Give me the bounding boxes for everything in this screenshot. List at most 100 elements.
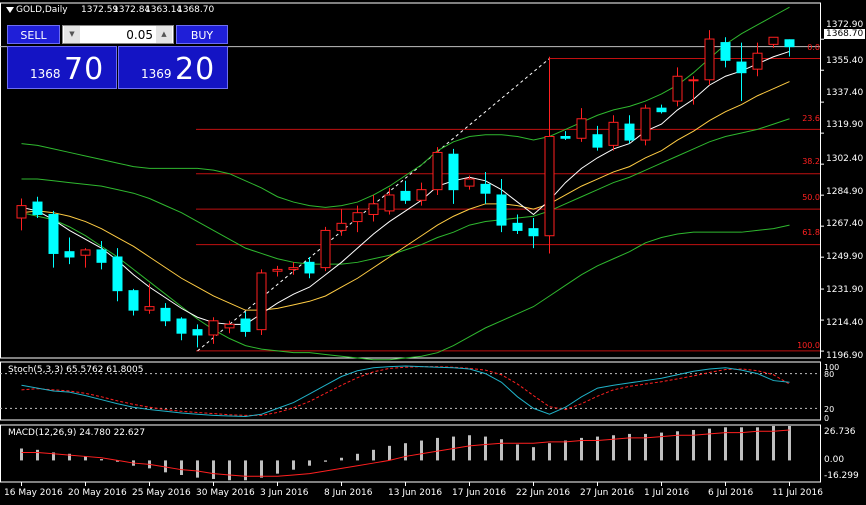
candle-body <box>432 151 443 191</box>
candle-body <box>176 318 187 334</box>
candle-body <box>448 153 459 191</box>
candle-body <box>32 201 43 215</box>
sell-price-suffix: 70 <box>64 52 105 87</box>
macd-histogram-bar <box>340 457 343 461</box>
macd-axis-label: 0.00 <box>824 455 845 465</box>
price-axis-label: 1267.40 <box>826 219 864 229</box>
candle-body <box>624 123 635 141</box>
bollinger-middle-line <box>21 118 790 265</box>
fib-level-label: 50.0 <box>802 193 820 202</box>
candle-body <box>560 135 571 139</box>
buy-price-prefix: 1369 <box>141 67 172 81</box>
price-axis-label: 1372.90 <box>826 20 864 30</box>
date-axis-label: 1 Jul 2016 <box>644 488 690 498</box>
candle-body <box>256 272 267 331</box>
sell-price-box[interactable]: 1368 70 <box>7 46 117 89</box>
macd-indicator-label: MACD(12,26,9) 24.780 22.627 <box>8 428 146 438</box>
macd-histogram-bar <box>244 460 247 481</box>
fib-level-label: 100.0 <box>797 341 820 350</box>
ohlc-close: 1368.70 <box>177 5 215 15</box>
macd-histogram-bar <box>596 436 599 461</box>
candle-body <box>272 268 283 272</box>
macd-histogram-bar <box>68 453 71 461</box>
stoch-axis-label: 20 <box>824 405 835 414</box>
candle-body <box>384 194 395 212</box>
sell-label: SELL <box>20 29 47 42</box>
macd-histogram-bar <box>420 440 423 461</box>
date-axis-label: 16 May 2016 <box>4 488 63 498</box>
macd-histogram-bar <box>724 427 727 461</box>
macd-histogram-bar <box>372 449 375 461</box>
date-axis-label: 13 Jun 2016 <box>388 488 443 498</box>
candle-body <box>320 229 331 269</box>
date-axis-label: 3 Jun 2016 <box>260 488 309 498</box>
price-axis-label: 1302.40 <box>826 154 864 164</box>
macd-histogram-bar <box>676 431 679 461</box>
stoch-signal-line <box>21 366 790 416</box>
date-axis-label: 27 Jun 2016 <box>580 488 635 498</box>
candle-body <box>240 318 251 332</box>
candle-body <box>688 79 699 82</box>
candle-body <box>656 107 667 113</box>
date-axis-label: 11 Jul 2016 <box>772 488 823 498</box>
stoch-panel-frame <box>0 361 821 421</box>
candle-body <box>416 189 427 201</box>
fib-level-label: 23.6 <box>802 114 820 123</box>
candle-body <box>112 256 123 292</box>
candle-body <box>544 135 555 237</box>
macd-axis-label: 26.736 <box>824 427 856 437</box>
buy-price-box[interactable]: 1369 20 <box>118 46 228 89</box>
candle-body <box>640 107 651 141</box>
macd-histogram-bar <box>292 460 295 470</box>
candle-body <box>752 52 763 70</box>
candle-body <box>368 203 379 215</box>
bollinger-upper-line <box>21 6 790 208</box>
macd-histogram-bar <box>196 460 199 478</box>
macd-histogram-bar <box>612 435 615 461</box>
price-axis-label: 1319.90 <box>826 120 864 130</box>
macd-panel-frame <box>0 424 821 483</box>
candle-body <box>48 213 59 254</box>
macd-histogram-bar <box>276 460 279 474</box>
candle-body <box>592 134 603 148</box>
macd-histogram-bar <box>388 445 391 461</box>
stoch-axis-label: 80 <box>824 370 835 379</box>
candle-body <box>128 290 139 311</box>
date-axis-label: 17 Jun 2016 <box>452 488 507 498</box>
macd-histogram-bar <box>100 459 103 461</box>
fib-level-label: 0.0 <box>807 43 820 52</box>
macd-signal-line <box>21 429 790 477</box>
date-axis-label: 6 Jul 2016 <box>708 488 754 498</box>
date-axis-label: 20 May 2016 <box>68 488 127 498</box>
macd-histogram-bar <box>548 443 551 461</box>
macd-histogram-bar <box>516 444 519 461</box>
date-axis-label: 8 Jun 2016 <box>324 488 373 498</box>
date-axis-label: 30 May 2016 <box>196 488 255 498</box>
candle-body <box>576 118 587 139</box>
macd-histogram-bar <box>404 443 407 461</box>
macd-histogram-bar <box>580 437 583 461</box>
bollinger-lower-line <box>21 212 790 361</box>
buy-price-suffix: 20 <box>175 52 216 87</box>
lot-size-input[interactable] <box>83 26 153 43</box>
macd-histogram-bar <box>788 425 791 461</box>
price-axis-label: 1196.90 <box>826 351 864 361</box>
candle-body <box>528 228 539 237</box>
lot-increase-button[interactable]: ▲ <box>156 26 172 43</box>
macd-histogram-bar <box>84 456 87 461</box>
macd-histogram-bar <box>324 460 327 462</box>
candle-body <box>672 75 683 102</box>
macd-histogram-bar <box>708 428 711 461</box>
price-axis-label: 1249.90 <box>826 252 864 262</box>
price-axis-label: 1337.40 <box>826 88 864 98</box>
macd-histogram-bar <box>628 433 631 461</box>
candle-body <box>80 249 91 256</box>
macd-histogram-bar <box>484 436 487 461</box>
buy-button[interactable]: BUY <box>176 25 228 44</box>
candle-body <box>336 222 347 231</box>
lot-decrease-button[interactable]: ▼ <box>64 26 80 43</box>
ohlc-low: 1363.14 <box>145 5 183 15</box>
candle-body <box>704 38 715 81</box>
sell-button[interactable]: SELL <box>7 25 60 44</box>
